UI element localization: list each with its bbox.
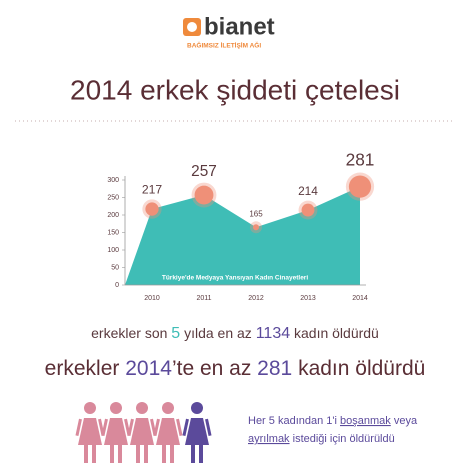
point (301, 203, 315, 217)
figure-leg (136, 445, 140, 463)
statement-text: erkekler son (91, 325, 167, 341)
y-tick-label: 100 (107, 247, 119, 254)
figure-body (130, 418, 154, 445)
figure-arm (182, 418, 189, 437)
y-tick-label: 250 (107, 194, 119, 201)
figure-leg (144, 445, 148, 463)
figure-arm (101, 418, 108, 437)
statement-number: 1134 (256, 325, 291, 342)
statement-highlight: ayrılmak (248, 433, 290, 445)
point (145, 202, 159, 216)
x-tick-label: 2010 (144, 295, 160, 302)
title: 2014 erkek şiddeti çetelesi (70, 74, 400, 105)
figure-arm (205, 418, 212, 437)
statement: Her 5 kadından 1'i boşanmak veya (248, 415, 418, 427)
statement-text: veya (394, 415, 418, 427)
y-tick-label: 0 (115, 282, 119, 289)
area (125, 186, 360, 285)
figure-body (104, 418, 128, 445)
figure-leg (162, 445, 166, 463)
figure-leg (170, 445, 174, 463)
figure-arm (75, 418, 82, 437)
figure-head (191, 402, 203, 414)
figure-arm (127, 418, 134, 437)
logo: bianet (204, 13, 275, 40)
tagline: BAĞIMSIZ İLETİŞİM AĞI (187, 41, 261, 50)
x-tick-label: 2014 (352, 295, 368, 302)
value-label: 214 (298, 184, 318, 198)
x-tick-label: 2012 (248, 295, 264, 302)
chart-annotation: Türkiye'de Medyaya Yansıyan Kadın Cinaye… (162, 275, 308, 282)
figure-head (136, 402, 148, 414)
statement-text: yılda en az (184, 325, 252, 341)
logo-icon-dot (187, 22, 197, 32)
value-label: 257 (191, 163, 217, 180)
statement-text: istediği için öldürüldü (293, 433, 395, 445)
figure-head (84, 402, 96, 414)
point (253, 224, 259, 231)
statement-highlight: boşanmak (340, 415, 391, 427)
figure-arm (176, 418, 183, 437)
x-tick-label: 2013 (300, 295, 316, 302)
statement-text: kadın öldürdü (298, 357, 425, 380)
chart: 0 50 100 150 200 250 300 Türkiye'de Medyaya Yan… (107, 149, 374, 301)
statement: erkekler son 5 yılda en az 1134 kadın öl… (91, 325, 379, 343)
figure-leg (110, 445, 114, 463)
figure-body (185, 418, 209, 445)
statement-number: 2014 (125, 357, 172, 380)
figure-leg (118, 445, 122, 463)
figure-head (110, 402, 122, 414)
figure-head (162, 402, 174, 414)
value-label: 165 (249, 209, 263, 218)
point (194, 185, 214, 205)
statement-text: erkekler (45, 357, 120, 380)
figure-leg (191, 445, 195, 463)
figure-leg (92, 445, 96, 463)
statement-number: 5 (171, 325, 180, 342)
y-tick-label: 300 (107, 177, 119, 184)
figure-arm (153, 418, 160, 437)
value-label: 281 (346, 149, 375, 169)
statement: erkekler 2014’te en az 281 kadın öldürdü (45, 357, 426, 380)
figures (75, 402, 212, 463)
value-label: 217 (142, 183, 163, 197)
statement-number: 281 (257, 357, 292, 380)
y-tick-label: 150 (107, 229, 119, 236)
statement-text: ’te en az (172, 357, 251, 380)
x-tick-label: 2011 (196, 295, 211, 302)
figure-body (78, 418, 102, 445)
y-tick-label: 200 (107, 212, 119, 219)
statement-text: kadın öldürdü (294, 325, 379, 341)
statement-text: Her 5 kadından 1'i (248, 415, 337, 427)
statement: ayrılmak istediği için öldürüldü (248, 433, 395, 445)
point (348, 175, 372, 198)
figure-body (156, 418, 180, 445)
y-tick-label: 50 (111, 264, 119, 271)
figure-leg (84, 445, 88, 463)
figure-leg (199, 445, 203, 463)
